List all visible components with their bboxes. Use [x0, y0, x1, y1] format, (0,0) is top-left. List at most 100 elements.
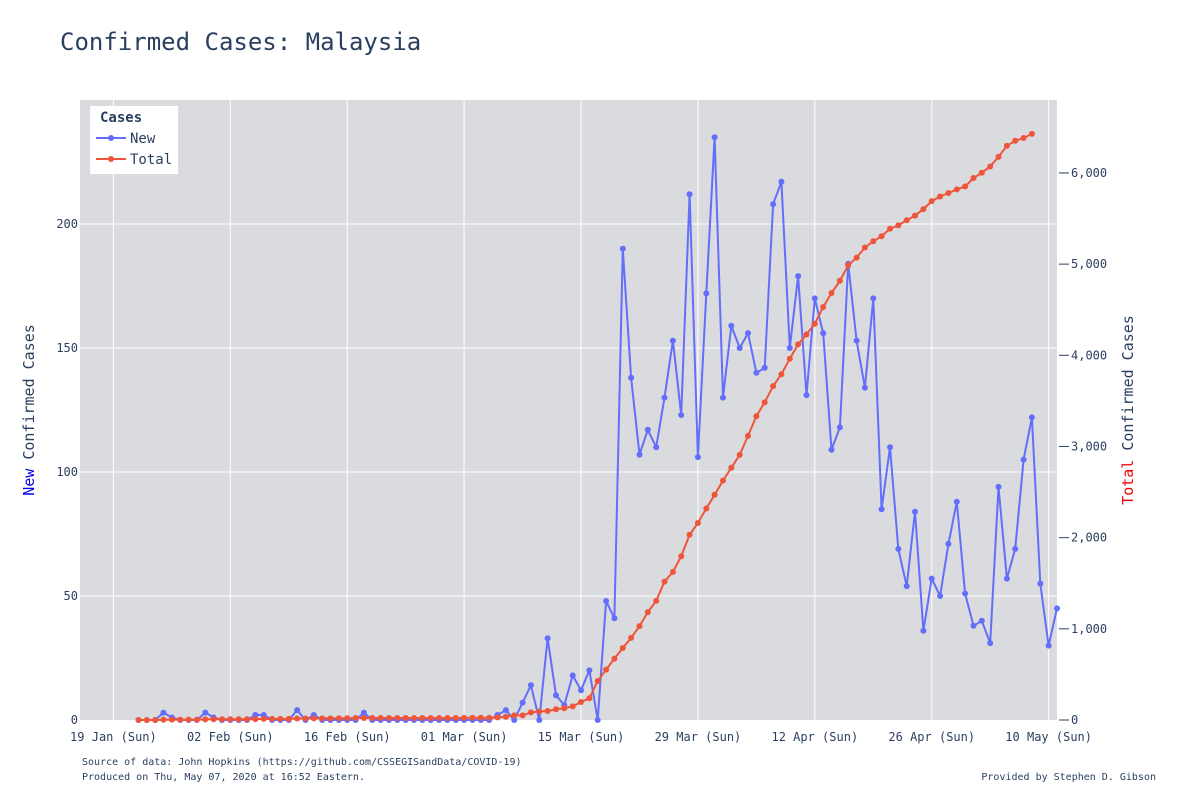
y-right-axis-ticks: 0 1,000 2,000 3,000 4,000 5,000 6,000 [1059, 166, 1107, 727]
data-point-total [945, 190, 952, 196]
data-point-total [369, 715, 376, 721]
data-point-new [511, 717, 518, 723]
data-point-total [678, 553, 685, 560]
data-point-new [728, 322, 735, 329]
data-point-new [252, 712, 259, 718]
data-point-total [878, 233, 885, 240]
y-left-tick-label: 50 [64, 589, 78, 603]
data-point-total [160, 716, 167, 723]
data-point-total [511, 712, 518, 719]
data-point-new [778, 178, 785, 185]
data-point-new [1003, 575, 1010, 582]
data-point-new [1037, 580, 1044, 587]
data-point-new [962, 590, 969, 597]
data-point-total [753, 413, 760, 420]
y-left-title-rest: Confirmed Cases [20, 324, 38, 469]
provided-note: Provided by Stephen D. Gibson [981, 772, 1156, 783]
data-point-total [978, 169, 985, 176]
data-point-new [928, 575, 935, 582]
data-point-total [586, 695, 593, 702]
y-right-tick-label: 4,000 [1071, 348, 1107, 362]
data-point-new [711, 134, 718, 141]
data-point-total [235, 716, 242, 723]
data-point-new [611, 615, 618, 622]
data-point-total [653, 597, 660, 604]
data-point-total [519, 712, 526, 719]
data-point-new [770, 201, 777, 208]
y-right-tick-label: 1,000 [1071, 622, 1107, 636]
data-point-total [828, 290, 835, 296]
x-tick-label: 12 Apr (Sun) [771, 730, 858, 744]
data-point-new [836, 424, 843, 431]
data-point-total [895, 222, 902, 229]
legend-marker-total [108, 156, 114, 162]
data-point-total [335, 715, 342, 722]
data-point-new [937, 593, 944, 599]
legend-item-new[interactable]: New [96, 131, 156, 147]
data-point-total [527, 709, 534, 716]
data-point-total [778, 371, 785, 378]
data-point-new [978, 617, 985, 624]
y-right-tick-label: 2,000 [1071, 531, 1107, 545]
data-point-new [694, 454, 701, 461]
data-point-total [360, 715, 367, 721]
data-point-new [970, 622, 977, 629]
data-point-total [185, 716, 192, 723]
data-point-total [861, 244, 868, 251]
data-point-total [669, 568, 676, 575]
x-axis-ticks: 19 Jan (Sun) 02 Feb (Sun) 16 Feb (Sun) 01 M… [70, 730, 1092, 744]
data-point-new [619, 245, 626, 252]
data-point-total [628, 634, 635, 641]
y-left-axis-ticks: 0 50 100 150 200 [56, 217, 78, 727]
data-point-new [686, 191, 693, 198]
data-point-total [853, 254, 860, 261]
data-point-total [210, 716, 217, 723]
data-point-total [870, 238, 877, 245]
x-tick-label: 19 Jan (Sun) [70, 730, 157, 744]
data-point-new [669, 337, 676, 344]
source-note: Source of data: John Hopkins (https://gi… [82, 757, 522, 768]
data-point-total [836, 277, 843, 284]
data-point-total [402, 715, 409, 721]
data-point-total [344, 715, 351, 722]
data-point-new [736, 345, 743, 351]
data-point-total [845, 262, 852, 269]
data-point-total [661, 578, 668, 585]
data-point-new [786, 345, 793, 351]
data-point-total [920, 206, 927, 213]
data-point-total [603, 666, 610, 673]
data-point-total [327, 715, 334, 722]
data-point-new [202, 709, 209, 716]
data-point-new [1054, 605, 1060, 612]
data-point-new [502, 707, 509, 714]
legend-item-total[interactable]: Total [96, 152, 172, 168]
legend[interactable]: Cases New Total [90, 106, 178, 174]
data-point-total [269, 715, 276, 722]
data-point-new [586, 667, 593, 674]
data-point-total [995, 153, 1002, 160]
data-point-new [578, 687, 584, 694]
data-point-new [678, 412, 685, 418]
data-point-new [569, 672, 576, 679]
data-point-total [811, 320, 818, 327]
data-point-new [828, 446, 835, 453]
data-point-new [653, 444, 660, 451]
data-point-total [937, 193, 944, 200]
data-point-total [711, 491, 718, 498]
data-point-total [494, 714, 501, 721]
legend-box [90, 106, 178, 174]
data-point-new [360, 709, 367, 716]
y-right-tick-label: 5,000 [1071, 257, 1107, 271]
data-point-total [728, 464, 735, 471]
data-point-total [419, 715, 426, 721]
y-left-tick-label: 200 [56, 217, 78, 231]
y-left-axis-title: New Confirmed Cases [20, 324, 38, 496]
data-point-new [912, 508, 918, 515]
data-point-new [1020, 456, 1027, 463]
data-point-new [987, 640, 994, 647]
chart-title: Confirmed Cases: Malaysia [60, 28, 421, 56]
y-left-title-highlight: New [20, 468, 38, 496]
data-point-total [561, 705, 568, 712]
y-left-tick-label: 150 [56, 341, 78, 355]
data-point-new [644, 426, 651, 433]
